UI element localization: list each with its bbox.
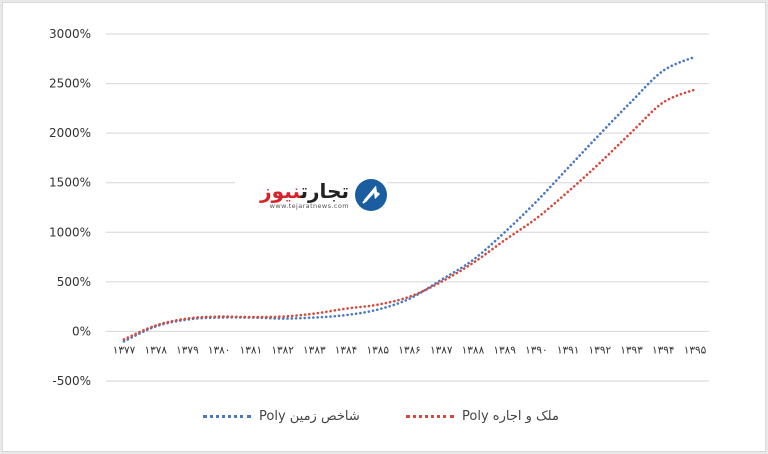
- y-tick-label: 2000%: [49, 126, 91, 140]
- x-tick-label: ۱۳۹۴: [652, 344, 675, 356]
- x-tick-label: ۱۳۸۰: [208, 344, 231, 356]
- x-tick-label: ۱۳۸۵: [366, 344, 389, 356]
- x-tick-label: ۱۳۷۹: [176, 344, 199, 356]
- logo-icon: [355, 179, 387, 211]
- x-tick-label: ۱۳۸۹: [493, 344, 516, 356]
- x-tick-label: ۱۳۸۲: [271, 344, 294, 356]
- x-tick-label: ۱۳۷۸: [144, 344, 167, 356]
- x-tick-label: ۱۳۸۶: [398, 344, 421, 356]
- legend-label-0: شاخص زمین Poly: [259, 409, 360, 424]
- x-tick-label: ۱۳۸۸: [462, 344, 485, 356]
- watermark-logo: تجارتنیوز www.tejaratnews.com: [235, 174, 387, 216]
- legend-item-1: ملک و اجاره Poly: [406, 409, 559, 424]
- line-chart: 3000% 2500% 2000% 1500% 1000% 500% 0% -500% ۱۳۷۷…: [49, 27, 709, 388]
- x-tick-label: ۱۳۷۷: [113, 344, 136, 356]
- y-tick-label: 2500%: [49, 77, 91, 91]
- legend-swatch-1: [406, 415, 454, 418]
- x-tick-label: ۱۳۹۲: [589, 344, 612, 356]
- y-tick-label: 1000%: [49, 225, 91, 239]
- y-tick-label: 0%: [72, 324, 91, 338]
- logo-name: تجارتنیوز: [260, 179, 349, 203]
- x-tick-label: ۱۳۹۰: [525, 344, 548, 356]
- legend-label-1: ملک و اجاره Poly: [462, 409, 559, 424]
- x-tick-label: ۱۳۸۴: [335, 344, 358, 356]
- series-line-1: [122, 88, 697, 341]
- legend-item-0: شاخص زمین Poly: [203, 409, 360, 424]
- legend-swatch-0: [203, 415, 251, 418]
- x-tick-label: ۱۳۹۱: [557, 344, 580, 356]
- y-tick-label: 3000%: [49, 27, 91, 41]
- x-tick-label: ۱۳۹۳: [620, 344, 643, 356]
- x-tick-label: ۱۳۸۷: [430, 344, 453, 356]
- x-tick-label: ۱۳۸۳: [303, 344, 326, 356]
- x-tick-label: ۱۳۹۵: [684, 344, 707, 356]
- logo-text: تجارتنیوز www.tejaratnews.com: [260, 180, 349, 210]
- y-tick-label: -500%: [52, 374, 91, 388]
- series-line-0: [122, 55, 697, 343]
- y-tick-label: 1500%: [49, 176, 91, 190]
- y-tick-label: 500%: [57, 275, 91, 289]
- x-tick-label: ۱۳۸۱: [240, 344, 263, 356]
- logo-url: www.tejaratnews.com: [269, 202, 349, 210]
